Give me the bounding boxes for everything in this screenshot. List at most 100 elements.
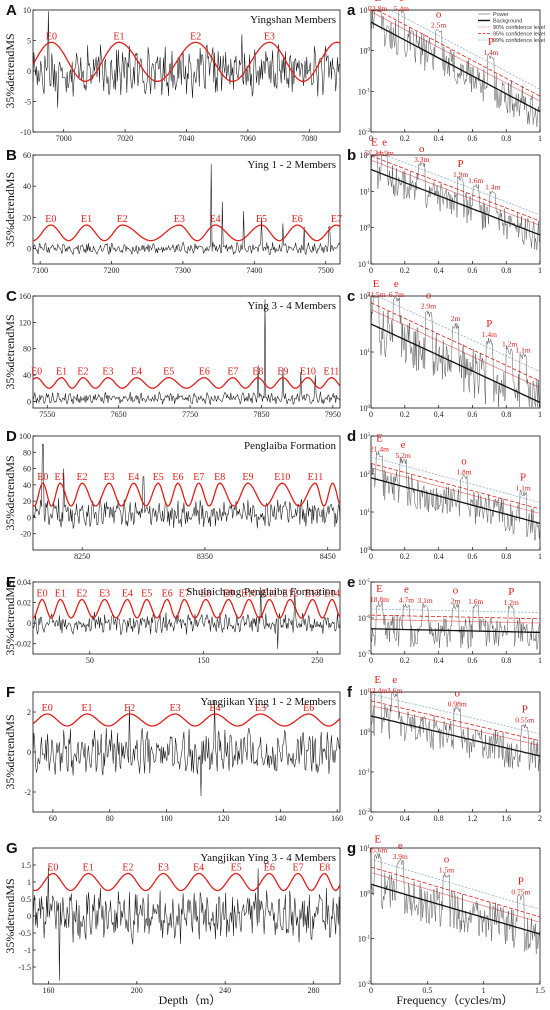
cycle-label: E7 [227, 367, 238, 378]
spectrum-letter: g [347, 840, 356, 857]
x-tick-label: 7650 [111, 410, 127, 419]
spectrum-letter: e [347, 574, 355, 591]
cycle-label: E2 [122, 863, 133, 874]
y-tick-label: 101 [360, 688, 371, 697]
y-tick-label: 120 [19, 318, 31, 327]
peak-period: 1.2m [504, 598, 519, 607]
panel-title: Ying 1 - 2 Members [247, 159, 336, 171]
y-tick-label: 103 [360, 432, 371, 441]
panel-letter: E [6, 574, 16, 591]
y-tick-label: 102 [360, 151, 371, 160]
power-line [370, 296, 541, 408]
peak-period: 31.5m [367, 290, 386, 299]
y-axis-label: 35%detrendMS [3, 33, 17, 108]
cycle-label: E0 [45, 214, 56, 225]
cycle-label: E14 [324, 588, 340, 599]
peak-period: 0.98m [448, 699, 467, 708]
peak-period: 0.55m [515, 715, 534, 724]
y-tick-label: 100 [360, 224, 371, 233]
cycle-label: E0 [42, 703, 53, 714]
y-tick-label: -0.5 [18, 929, 31, 938]
y-tick-label: 101 [360, 6, 371, 15]
panel-F: E0 E1 E2 E3 E4 E5 E6 60 80 100 120 140 160 -2 0 2 35%det… [3, 684, 343, 823]
y-tick-exponent: 0 [368, 405, 371, 410]
plot-frame [32, 9, 341, 133]
x-tick-label: 7000 [56, 134, 72, 143]
x-tick-label: 7750 [182, 410, 198, 419]
x-tick-label: 0.2 [400, 134, 410, 143]
signal-line-B [32, 164, 341, 256]
x-axis-label-frequency: Frequency（cycles/m） [396, 993, 513, 1007]
spectrum-c: E31.5m e6.7m o2.9m 2m P1.4m 1.2m1.1m 0 0.2 0.4 0.… [347, 278, 542, 419]
y-tick-label: 5 [27, 37, 31, 46]
y-tick-exponent: -1 [366, 769, 371, 774]
peak-period: 1.9m [453, 170, 468, 179]
background-line [370, 168, 541, 236]
x-tick-label: 0 [369, 410, 373, 419]
y-tick-label: 20 [23, 497, 31, 506]
x-tick-label: 250 [311, 656, 323, 665]
y-tick-label: 0 [27, 244, 31, 253]
x-tick-label: 0.4 [400, 814, 410, 823]
x-tick-label: 7040 [179, 134, 195, 143]
y-tick-label: 1.5 [21, 861, 31, 870]
legend-label-power: Power [493, 12, 509, 18]
cycle-label: E8 [200, 588, 211, 599]
y-tick-label: 10-1 [358, 935, 371, 944]
cycle-label: E5 [255, 703, 266, 714]
peak-period: 1.4m [485, 182, 500, 191]
peak-period: 2.5m [431, 20, 446, 29]
peak-symbol: P [488, 36, 494, 48]
peak-symbol: o [444, 854, 450, 866]
panel-letter: A [6, 2, 17, 19]
cycle-label: E1 [83, 863, 94, 874]
peak-period: 1.4m [483, 48, 498, 57]
y-tick-label: 10-7 [358, 650, 371, 659]
filter-curve-F [32, 713, 341, 727]
y-tick-label: 2 [27, 708, 31, 717]
y-tick-label: 0.02 [17, 599, 31, 608]
x-tick-label: 0.2 [400, 266, 410, 275]
y-tick-label: -10 [20, 128, 31, 137]
x-tick-label: 7400 [246, 266, 262, 275]
y-tick-exponent: 0 [368, 225, 371, 230]
filter-curve-C [32, 377, 341, 389]
x-tick-label: 100 [161, 814, 173, 823]
y-tick-label: 100 [360, 546, 371, 555]
x-tick-label: 0.4 [434, 552, 444, 561]
panel-G: E0 E1 E2 E3 E4 E5 E6 E7 E8 160 200 240 280 -1.5 -1 -0.5… [3, 840, 341, 995]
peak-symbol: e [401, 439, 406, 451]
y-tick-exponent: -5 [366, 579, 371, 584]
legend-label-c90: 90% confidence level [493, 25, 545, 31]
x-tick-label: 7060 [240, 134, 256, 143]
cycle-label: E5 [231, 863, 242, 874]
background-line [370, 323, 541, 403]
cycle-label: E6 [199, 367, 210, 378]
x-tick-label: 1 [538, 266, 542, 275]
x-tick-label: 50 [86, 656, 94, 665]
x-tick-label: 1 [538, 134, 542, 143]
y-tick-label: 10-1 [358, 87, 371, 96]
power-line [370, 10, 541, 127]
confidence-c95 [370, 302, 541, 382]
x-tick-label: 80 [106, 814, 114, 823]
cycle-label: E6 [162, 588, 173, 599]
x-tick-label: 0.8 [501, 266, 511, 275]
y-tick-label: 0 [27, 67, 31, 76]
x-tick-label: 0 [369, 814, 373, 823]
y-tick-label: 40 [23, 371, 31, 380]
cycle-label: E3 [158, 863, 169, 874]
panel-title: Yangjikan Ying 3 - 4 Members [200, 852, 336, 864]
y-tick-label: 60 [23, 151, 31, 160]
peak-period: 2m [451, 314, 461, 323]
peak-symbol: E [374, 674, 381, 686]
spectrum-frame [370, 9, 541, 133]
x-axis-label-depth: Depth（m） [159, 993, 222, 1007]
y-tick-label: -1.5 [18, 963, 31, 972]
power-line [370, 451, 541, 541]
background-line [370, 628, 541, 634]
y-tick-exponent: 0 [368, 48, 371, 53]
confidence-c99 [371, 10, 541, 90]
cycle-label: E8 [252, 367, 263, 378]
